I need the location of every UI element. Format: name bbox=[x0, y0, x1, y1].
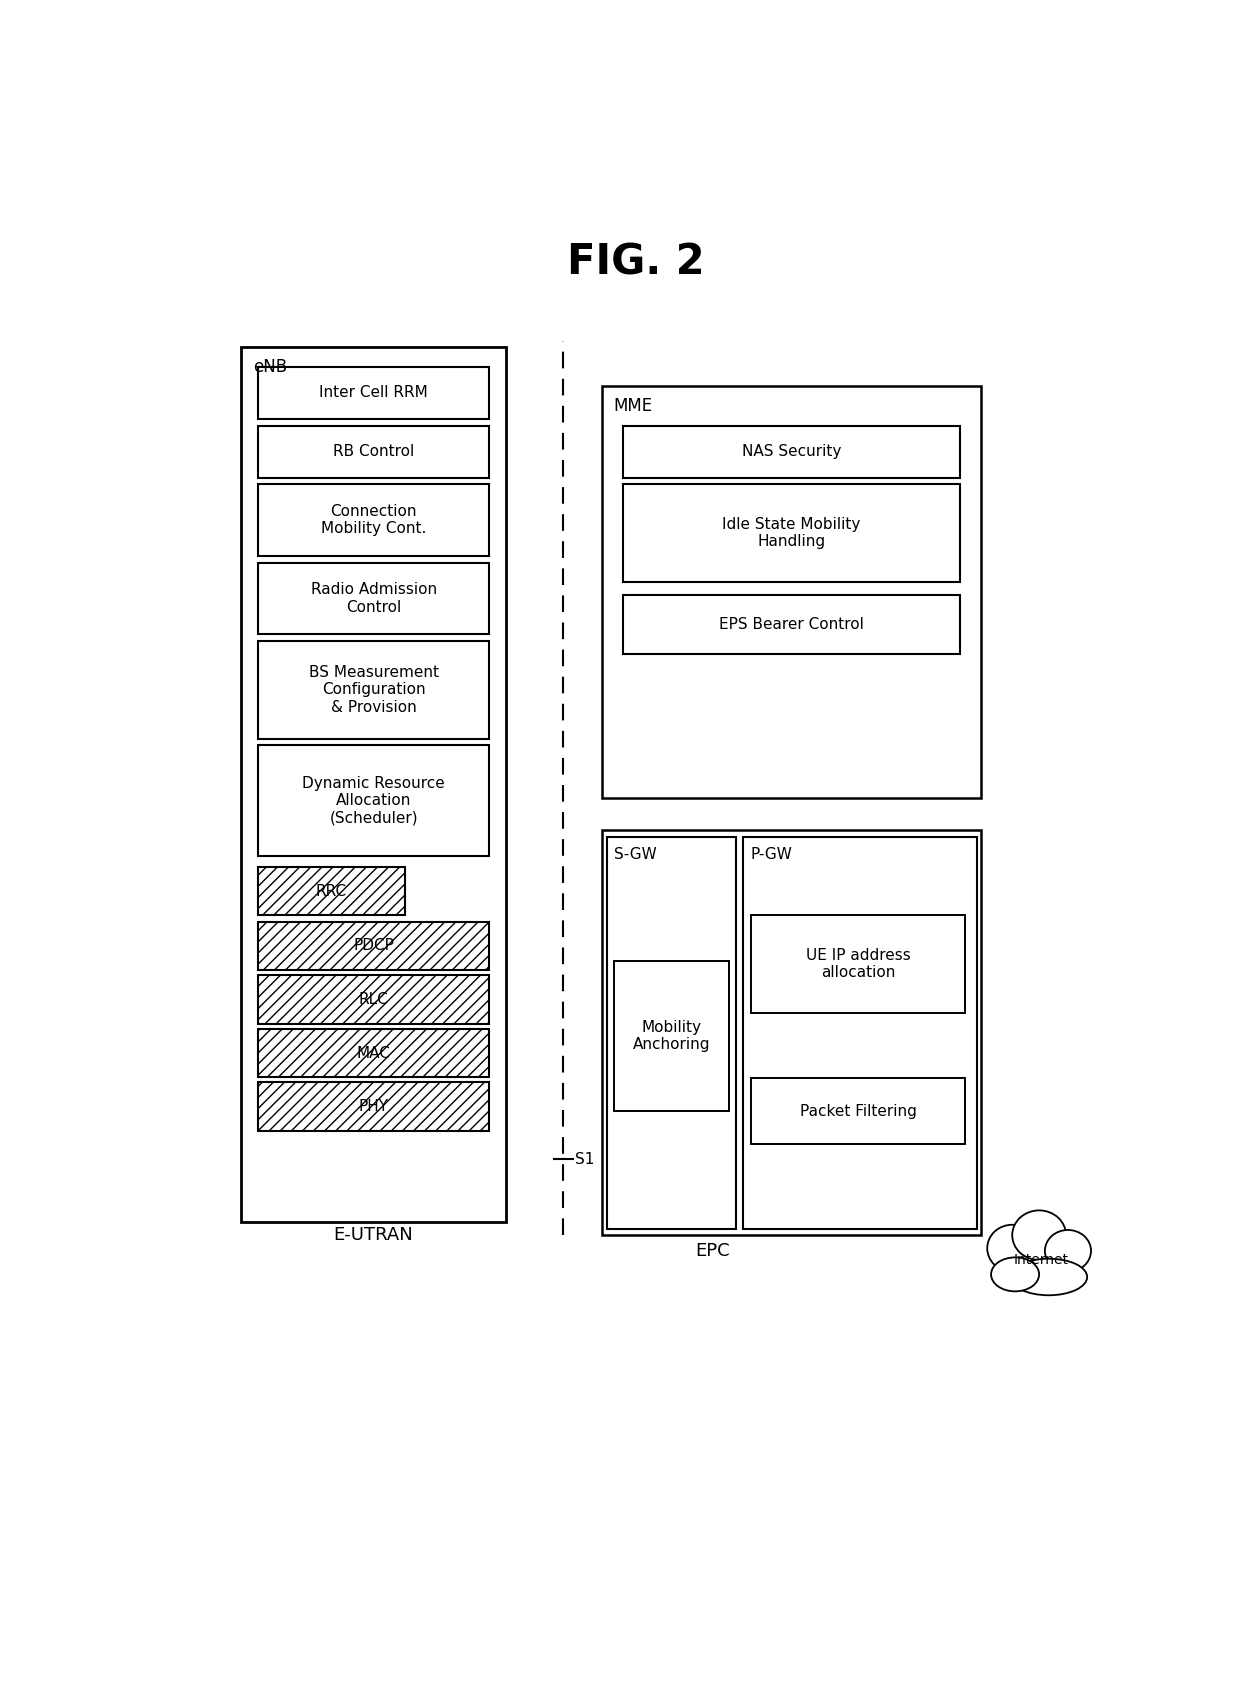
Text: PHY: PHY bbox=[358, 1099, 388, 1114]
Text: MME: MME bbox=[614, 397, 652, 416]
Text: Radio Admission
Control: Radio Admission Control bbox=[310, 582, 436, 614]
Bar bbox=[622, 426, 960, 478]
Bar bbox=[606, 836, 737, 1228]
Text: PDCP: PDCP bbox=[353, 938, 394, 953]
Bar bbox=[258, 426, 490, 478]
Text: Packet Filtering: Packet Filtering bbox=[800, 1104, 916, 1119]
Text: EPS Bearer Control: EPS Bearer Control bbox=[719, 617, 864, 633]
Ellipse shape bbox=[987, 1225, 1037, 1272]
Bar bbox=[258, 1082, 490, 1131]
Bar bbox=[622, 485, 960, 582]
Bar bbox=[242, 348, 506, 1223]
Text: RB Control: RB Control bbox=[334, 444, 414, 460]
Text: Internet: Internet bbox=[1013, 1253, 1069, 1267]
Bar bbox=[622, 595, 960, 655]
Text: NAS Security: NAS Security bbox=[742, 444, 842, 460]
Bar bbox=[601, 387, 982, 797]
Bar bbox=[258, 923, 490, 970]
Bar bbox=[614, 962, 729, 1111]
Bar bbox=[601, 831, 982, 1235]
Text: Inter Cell RRM: Inter Cell RRM bbox=[319, 385, 428, 400]
Ellipse shape bbox=[991, 1257, 1039, 1291]
Text: P-GW: P-GW bbox=[751, 848, 792, 862]
Bar bbox=[258, 975, 490, 1024]
Bar bbox=[751, 916, 965, 1013]
Bar bbox=[258, 641, 490, 739]
Bar bbox=[258, 746, 490, 856]
Bar bbox=[743, 836, 977, 1228]
Ellipse shape bbox=[1045, 1230, 1091, 1272]
Text: S-GW: S-GW bbox=[614, 848, 657, 862]
Bar bbox=[258, 867, 404, 916]
Bar bbox=[258, 485, 490, 556]
Text: RLC: RLC bbox=[358, 992, 388, 1007]
Text: FIG. 2: FIG. 2 bbox=[567, 241, 704, 283]
Text: Dynamic Resource
Allocation
(Scheduler): Dynamic Resource Allocation (Scheduler) bbox=[303, 777, 445, 826]
Text: MAC: MAC bbox=[357, 1045, 391, 1060]
Ellipse shape bbox=[1011, 1258, 1087, 1296]
Bar bbox=[751, 1079, 965, 1143]
Text: RRC: RRC bbox=[316, 884, 347, 899]
Text: EPC: EPC bbox=[696, 1241, 729, 1260]
Text: BS Measurement
Configuration
& Provision: BS Measurement Configuration & Provision bbox=[309, 665, 439, 716]
Bar bbox=[258, 366, 490, 419]
Text: Connection
Mobility Cont.: Connection Mobility Cont. bbox=[321, 504, 427, 536]
Text: S1: S1 bbox=[575, 1152, 594, 1167]
Text: UE IP address
allocation: UE IP address allocation bbox=[806, 948, 910, 980]
Bar bbox=[258, 1029, 490, 1077]
Bar bbox=[258, 563, 490, 634]
Ellipse shape bbox=[1012, 1211, 1066, 1260]
Text: Mobility
Anchoring: Mobility Anchoring bbox=[632, 1019, 711, 1052]
Text: Idle State Mobility
Handling: Idle State Mobility Handling bbox=[723, 517, 861, 550]
Text: E-UTRAN: E-UTRAN bbox=[334, 1226, 413, 1245]
Text: eNB: eNB bbox=[253, 358, 288, 375]
